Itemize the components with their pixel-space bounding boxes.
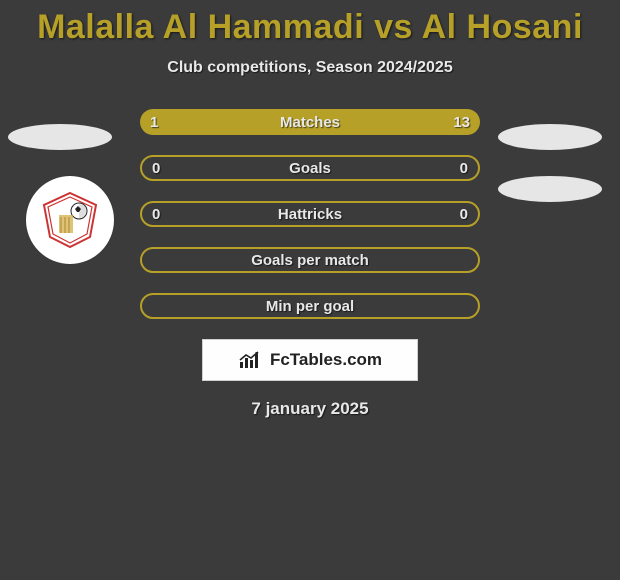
- brand-box[interactable]: FcTables.com: [202, 339, 418, 381]
- stat-row: Matches113: [140, 109, 480, 135]
- stat-row: Goals0 0: [140, 155, 480, 181]
- stat-label: Hattricks: [142, 203, 478, 225]
- brand-text: FcTables.com: [270, 350, 382, 370]
- player-left-placeholder: [8, 124, 112, 150]
- page-title: Malalla Al Hammadi vs Al Hosani: [0, 0, 620, 47]
- stat-row: Min per goal: [140, 293, 480, 319]
- stat-value-left: 0: [152, 203, 160, 225]
- stat-row: Goals per match: [140, 247, 480, 273]
- stat-row: Hattricks0 0: [140, 201, 480, 227]
- stat-label: Min per goal: [142, 295, 478, 317]
- stat-label: Goals: [142, 157, 478, 179]
- club-crest-icon: [41, 191, 99, 249]
- stat-value-right: 13: [453, 109, 470, 135]
- club-left-badge: [26, 176, 114, 264]
- stat-value-left: 0: [152, 157, 160, 179]
- stat-value-right: 0: [460, 203, 468, 225]
- page-subtitle: Club competitions, Season 2024/2025: [0, 59, 620, 77]
- stat-fill-right: [164, 109, 480, 135]
- player-right-placeholder: [498, 124, 602, 150]
- stat-value-left: 1: [150, 109, 158, 135]
- club-right-placeholder: [498, 176, 602, 202]
- comparison-widget: Malalla Al Hammadi vs Al Hosani Club com…: [0, 0, 620, 580]
- chart-icon: [238, 350, 264, 370]
- snapshot-date: 7 january 2025: [0, 399, 620, 419]
- stat-value-right: 0: [460, 157, 468, 179]
- stat-label: Goals per match: [142, 249, 478, 271]
